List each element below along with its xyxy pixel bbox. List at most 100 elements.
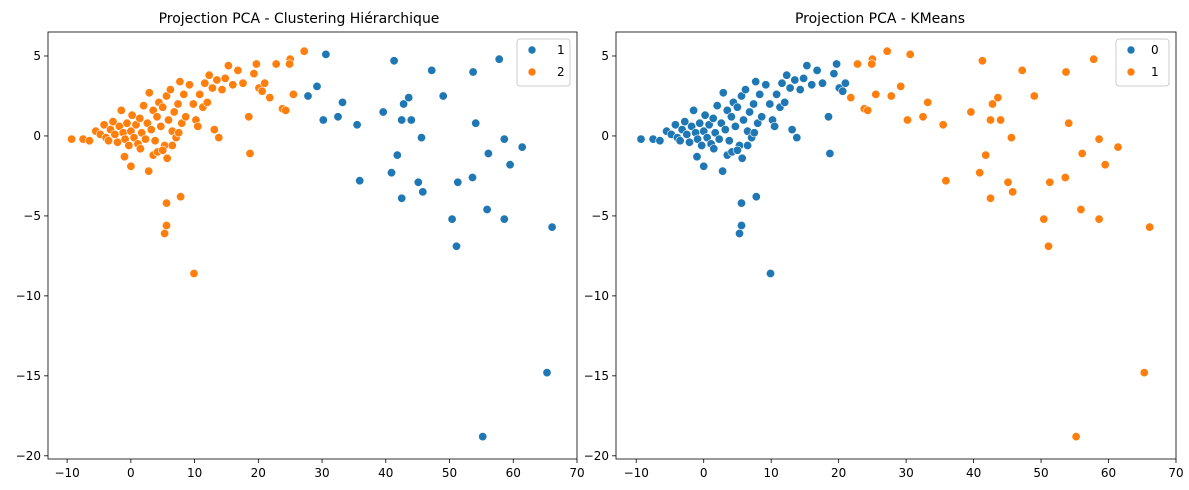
data-point-series-0-74 xyxy=(807,80,817,90)
y-tick-label: −20 xyxy=(16,449,41,463)
data-point-series-2-28 xyxy=(144,88,154,98)
data-point-series-0-39 xyxy=(740,85,750,95)
legend-label-series-2: 2 xyxy=(557,65,565,79)
data-point-series-0-83 xyxy=(840,78,850,88)
data-point-series-0-19 xyxy=(700,110,710,120)
data-point-series-2-48 xyxy=(120,152,130,162)
chart-panel-kmeans: Projection PCA - KMeans −10 0 10 20 30 40 50 60… xyxy=(584,11,1184,480)
data-point-series-0-37 xyxy=(736,91,746,101)
data-point-series-1-23 xyxy=(392,150,402,160)
data-point-series-0-10 xyxy=(682,129,692,139)
legend-marker-series-0 xyxy=(1126,45,1136,55)
data-point-series-1-3 xyxy=(863,105,873,115)
data-point-series-2-54 xyxy=(158,145,168,155)
data-point-series-1-31 xyxy=(981,150,991,160)
data-point-series-1-18 xyxy=(1029,91,1039,101)
x-tick-label: 40 xyxy=(966,466,981,480)
data-point-series-2-46 xyxy=(179,89,189,99)
data-point-series-1-34 xyxy=(547,222,557,232)
data-point-series-0-31 xyxy=(724,136,734,146)
data-point-series-0-64 xyxy=(777,78,787,88)
data-point-series-0-48 xyxy=(692,152,702,162)
data-point-series-0-5 xyxy=(670,120,680,130)
data-point-series-0-62 xyxy=(772,89,782,99)
data-point-series-0-78 xyxy=(825,149,835,159)
data-point-series-1-38 xyxy=(985,193,995,203)
data-point-series-0-21 xyxy=(704,120,714,130)
legend: 0 1 xyxy=(1115,38,1170,87)
data-point-series-2-85 xyxy=(271,59,281,69)
data-point-series-2-78 xyxy=(245,149,255,159)
data-point-series-0-72 xyxy=(799,73,809,83)
data-point-series-1-35 xyxy=(451,241,461,251)
data-point-series-1-35 xyxy=(941,176,951,186)
data-point-series-0-27 xyxy=(716,118,726,128)
data-point-series-2-49 xyxy=(126,161,136,171)
data-point-series-0-61 xyxy=(770,121,780,131)
data-point-series-1-15 xyxy=(923,97,933,107)
data-point-series-0-38 xyxy=(738,115,748,125)
x-tick-label: 0 xyxy=(127,466,135,480)
data-point-series-1-6 xyxy=(303,91,313,101)
data-point-series-1-36 xyxy=(542,368,552,378)
data-point-series-2-92 xyxy=(162,198,172,208)
x-tick-label: 70 xyxy=(569,466,584,480)
data-point-series-2-56 xyxy=(167,141,177,151)
data-point-series-2-84 xyxy=(265,93,275,103)
data-point-series-0-82 xyxy=(838,86,848,96)
data-point-series-1-13 xyxy=(318,115,328,125)
data-point-series-1-22 xyxy=(505,160,515,170)
data-point-series-0-30 xyxy=(722,105,732,115)
data-point-series-1-42 xyxy=(1145,222,1155,232)
data-point-series-0-54 xyxy=(732,145,742,155)
data-point-series-1-13 xyxy=(896,81,906,91)
chart-title: Projection PCA - KMeans xyxy=(795,11,965,27)
data-point-series-2-57 xyxy=(174,128,184,138)
data-point-series-2-80 xyxy=(251,59,261,69)
x-tick-label: 70 xyxy=(1168,466,1183,480)
data-point-series-2-79 xyxy=(249,69,259,79)
legend-label-series-0: 0 xyxy=(1151,43,1159,57)
data-point-series-2-11 xyxy=(113,137,123,147)
data-point-series-0-2 xyxy=(655,136,665,146)
data-point-series-0-47 xyxy=(757,112,767,122)
data-point-series-1-18 xyxy=(416,133,426,143)
x-tick-label: −10 xyxy=(624,466,649,480)
data-point-series-2-65 xyxy=(202,97,212,107)
x-tick-label: −10 xyxy=(54,466,79,480)
data-point-series-1-10 xyxy=(1089,54,1099,64)
data-point-series-0-0 xyxy=(636,134,646,144)
data-point-series-2-13 xyxy=(116,105,126,115)
y-tick-label: 5 xyxy=(601,49,609,63)
data-point-series-1-11 xyxy=(378,107,388,117)
data-point-series-2-71 xyxy=(217,85,227,95)
legend-marker-series-1 xyxy=(1126,67,1136,77)
chart-title: Projection PCA - Clustering Hiérarchique xyxy=(159,11,440,27)
data-point-series-1-10 xyxy=(438,91,448,101)
data-point-series-0-77 xyxy=(823,112,833,122)
data-point-series-0-49 xyxy=(699,161,709,171)
data-point-series-2-9 xyxy=(108,117,118,127)
data-point-series-0-68 xyxy=(787,125,797,135)
data-point-series-2-58 xyxy=(185,80,195,90)
data-point-series-0-58 xyxy=(761,80,771,90)
data-point-series-1-39 xyxy=(1076,205,1086,215)
y-tick-label: 0 xyxy=(33,129,41,143)
data-point-series-2-72 xyxy=(220,73,230,83)
data-point-series-2-70 xyxy=(214,133,224,143)
data-point-series-2-89 xyxy=(288,89,298,99)
data-point-series-1-7 xyxy=(867,59,877,69)
legend-label-series-1: 1 xyxy=(1151,65,1159,79)
data-point-series-0-24 xyxy=(710,128,720,138)
data-point-series-1-21 xyxy=(902,115,912,125)
data-point-series-1-29 xyxy=(418,187,428,197)
data-point-series-0-20 xyxy=(702,133,712,143)
data-point-series-2-5 xyxy=(99,120,109,130)
y-tick-label: −5 xyxy=(23,209,41,223)
data-point-series-1-37 xyxy=(1008,187,1018,197)
data-point-series-2-7 xyxy=(104,136,114,146)
data-point-series-2-51 xyxy=(144,166,154,176)
